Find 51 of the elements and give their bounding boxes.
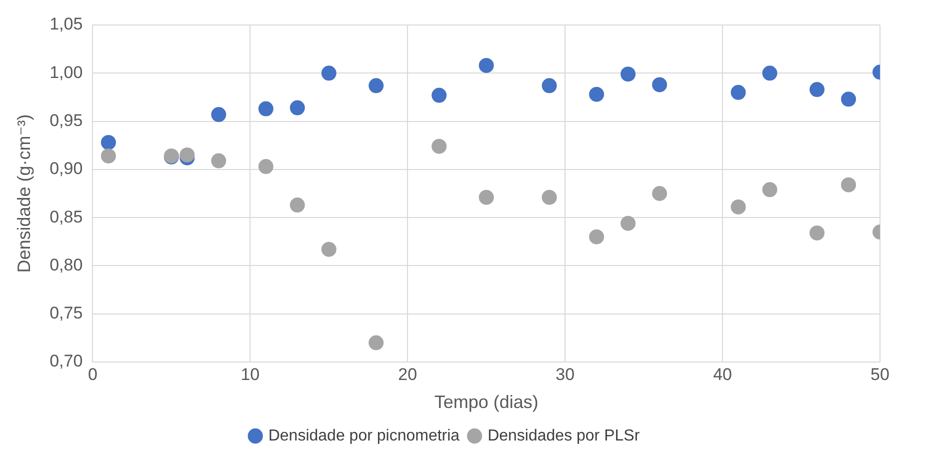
point <box>211 153 226 168</box>
legend-label: Densidades por PLSr <box>488 427 640 444</box>
point <box>589 229 604 244</box>
y-tick-label: 0,90 <box>50 159 83 178</box>
y-tick-label: 0,80 <box>50 255 83 274</box>
point <box>368 78 384 94</box>
point <box>542 78 557 94</box>
x-tick-label: 20 <box>398 364 418 384</box>
point <box>810 225 825 240</box>
x-axis-title: Tempo (dias) <box>434 392 538 412</box>
point <box>432 88 447 103</box>
point <box>730 84 746 100</box>
point <box>841 177 856 192</box>
point <box>841 92 856 107</box>
x-tick-label: 0 <box>88 364 98 384</box>
y-tick-label: 1,00 <box>50 62 83 82</box>
x-tick-label: 30 <box>556 364 575 384</box>
point <box>762 182 778 198</box>
point <box>100 148 116 164</box>
point <box>542 190 557 205</box>
y-tick-label: 1,05 <box>50 14 83 34</box>
x-tick-label: 40 <box>713 364 732 384</box>
point <box>180 147 195 162</box>
y-tick-label: 0,95 <box>50 110 83 130</box>
point <box>290 100 305 116</box>
point <box>432 138 447 154</box>
point <box>100 134 116 150</box>
y-tick-label: 0,70 <box>50 352 83 371</box>
point <box>652 77 668 92</box>
point <box>652 186 668 201</box>
y-axis-title: Densidade (g·cm⁻³) <box>14 114 34 273</box>
point <box>258 159 274 174</box>
point <box>762 66 778 81</box>
point <box>589 86 604 102</box>
point <box>290 198 305 213</box>
x-tick-label: 10 <box>240 364 260 384</box>
x-tick-label: 50 <box>870 364 890 384</box>
point <box>810 82 825 98</box>
point <box>321 242 336 257</box>
point <box>258 101 274 116</box>
y-tick-label: 0,85 <box>50 207 83 226</box>
legend-label: Densidade por picnometria <box>268 427 460 444</box>
y-tick-label: 0,75 <box>50 304 83 323</box>
point <box>620 216 636 231</box>
point <box>368 335 384 350</box>
point <box>620 66 636 82</box>
point <box>478 190 494 205</box>
point <box>321 66 336 81</box>
point <box>211 107 226 122</box>
point <box>730 199 746 214</box>
point <box>478 58 494 73</box>
